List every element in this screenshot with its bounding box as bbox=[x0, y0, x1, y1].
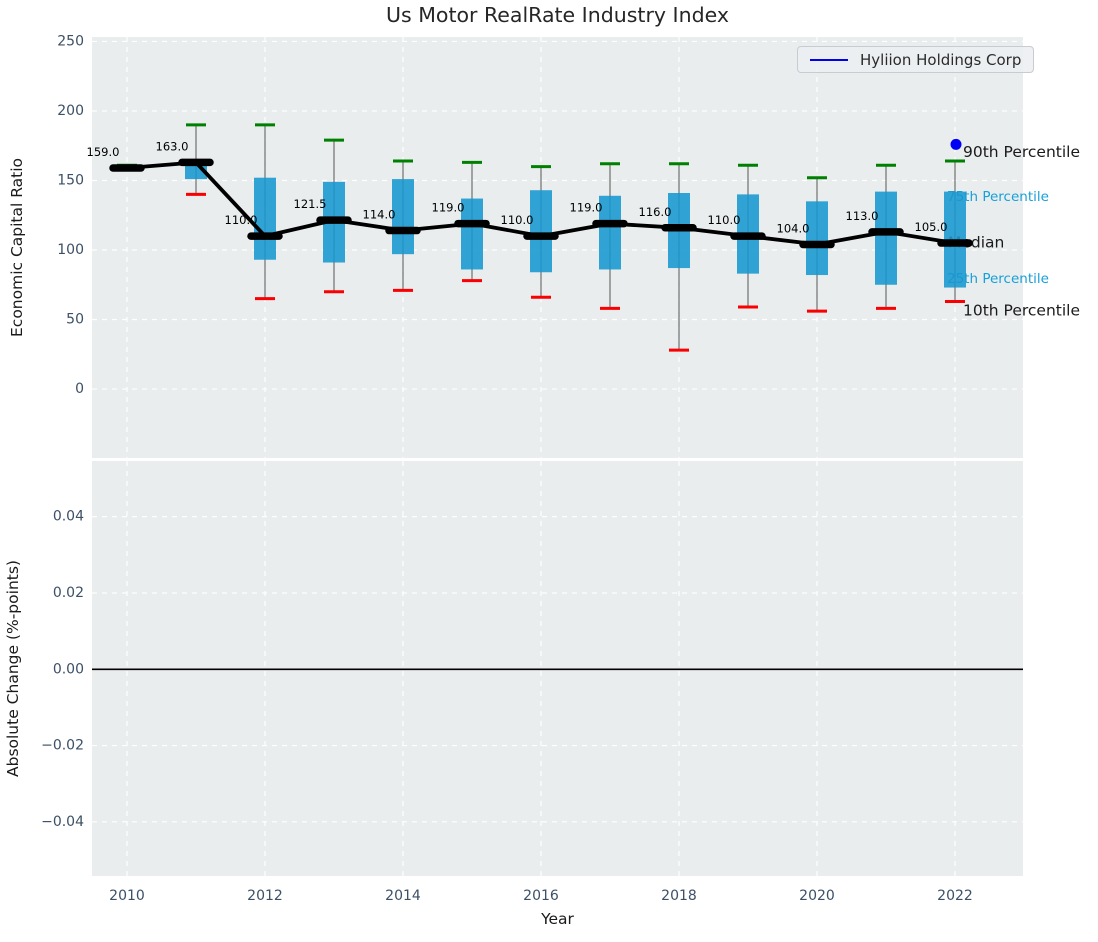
median-value-label: 119.0 bbox=[570, 201, 603, 215]
iqr-box bbox=[392, 179, 414, 255]
y-axis-label-bottom: Absolute Change (%-points) bbox=[4, 560, 22, 777]
y-tick-label-bottom: −0.02 bbox=[41, 738, 84, 754]
median-value-label: 105.0 bbox=[915, 220, 948, 234]
median-value-label: 121.5 bbox=[294, 197, 327, 211]
x-axis-label: Year bbox=[541, 910, 574, 928]
percentile-annotation: 10th Percentile bbox=[963, 301, 1080, 319]
company-marker-dot bbox=[950, 138, 962, 150]
median-value-label: 113.0 bbox=[846, 209, 879, 223]
iqr-box bbox=[530, 190, 552, 273]
median-value-label: 110.0 bbox=[501, 213, 534, 227]
y-tick-label-top: 0 bbox=[75, 381, 84, 397]
legend-label: Hyliion Holdings Corp bbox=[860, 50, 1022, 69]
y-tick-label-bottom: 0.04 bbox=[53, 509, 84, 525]
y-tick-label-top: 150 bbox=[57, 172, 84, 188]
median-value-label: 110.0 bbox=[708, 213, 741, 227]
chart-title: Us Motor RealRate Industry Index bbox=[386, 3, 729, 27]
percentile-annotation: 75th Percentile bbox=[947, 189, 1049, 205]
iqr-box bbox=[875, 191, 897, 285]
y-tick-label-top: 250 bbox=[57, 33, 84, 49]
median-value-label: 159.0 bbox=[87, 145, 120, 159]
x-tick-label: 2018 bbox=[661, 888, 697, 904]
top-panel-background bbox=[92, 37, 1023, 458]
percentile-annotation: 25th Percentile bbox=[947, 271, 1049, 287]
median-value-label: 116.0 bbox=[639, 205, 672, 219]
median-value-label: 110.0 bbox=[225, 213, 258, 227]
median-value-label: 119.0 bbox=[432, 201, 465, 215]
x-tick-label: 2022 bbox=[937, 888, 973, 904]
y-tick-label-bottom: −0.04 bbox=[41, 814, 84, 830]
x-tick-label: 2010 bbox=[109, 888, 145, 904]
y-tick-label-top: 200 bbox=[57, 103, 84, 119]
y-axis-label-top: Economic Capital Ratio bbox=[8, 157, 26, 338]
x-tick-label: 2014 bbox=[385, 888, 421, 904]
y-tick-label-bottom: 0.02 bbox=[53, 585, 84, 601]
x-tick-label: 2020 bbox=[799, 888, 835, 904]
y-tick-label-top: 100 bbox=[57, 242, 84, 258]
median-value-label: 163.0 bbox=[156, 139, 189, 153]
legend-line-icon bbox=[810, 58, 848, 61]
y-tick-label-top: 50 bbox=[66, 312, 84, 328]
y-tick-label-bottom: 0.00 bbox=[53, 661, 84, 677]
legend: Hyliion Holdings Corp bbox=[797, 46, 1035, 73]
iqr-box bbox=[461, 198, 483, 270]
iqr-box bbox=[806, 201, 828, 276]
x-tick-label: 2012 bbox=[247, 888, 283, 904]
median-value-label: 104.0 bbox=[777, 221, 810, 235]
percentile-annotation: 90th Percentile bbox=[963, 143, 1080, 161]
iqr-box bbox=[599, 195, 621, 270]
x-tick-label: 2016 bbox=[523, 888, 559, 904]
median-value-label: 114.0 bbox=[363, 208, 396, 222]
